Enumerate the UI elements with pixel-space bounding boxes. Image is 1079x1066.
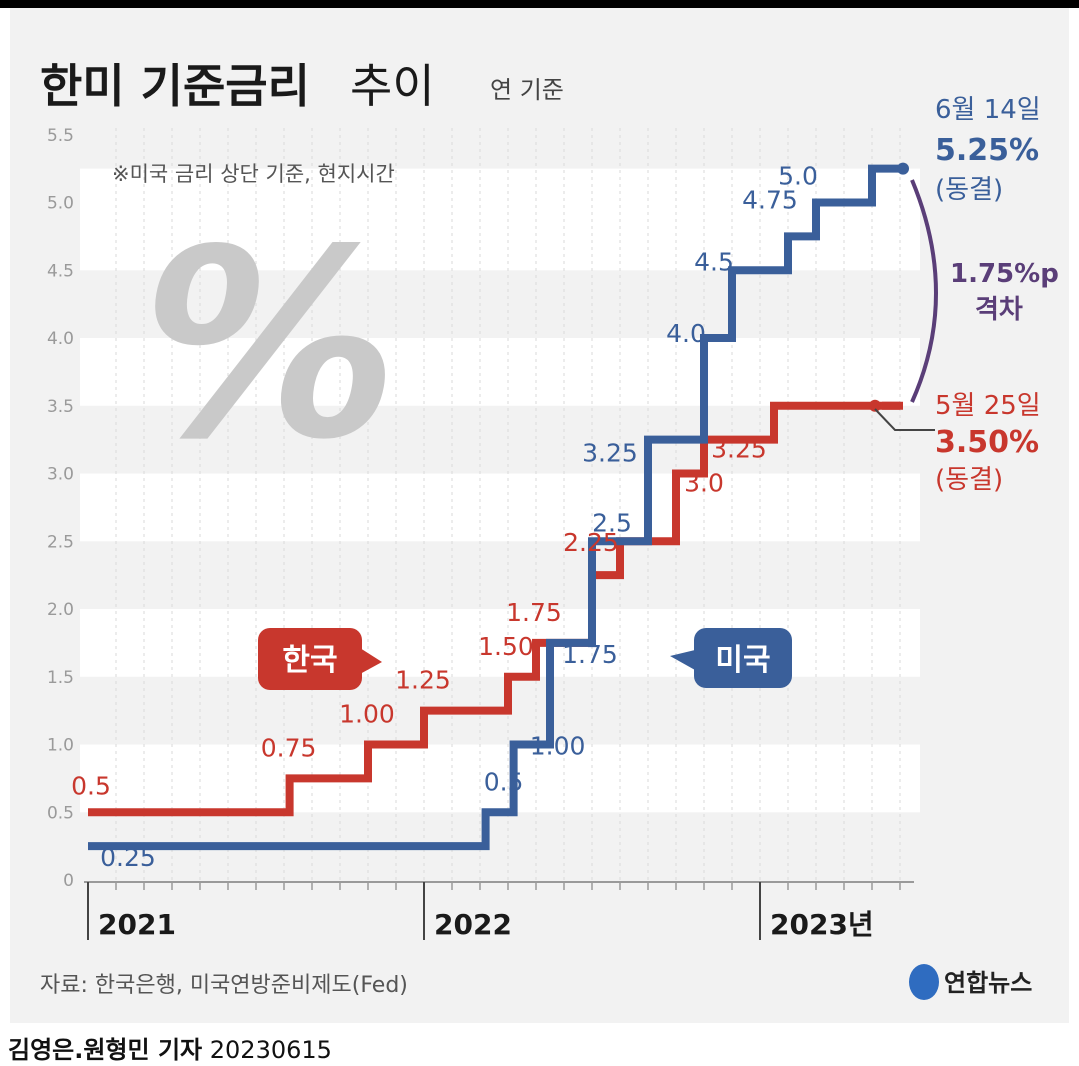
byline: 김영은.원형민 기자 20230615 <box>8 1030 332 1065</box>
data-label: 2.25 <box>563 528 619 557</box>
source-text: 자료: 한국은행, 미국연방준비제도(Fed) <box>40 973 408 998</box>
legend-korea-pointer <box>360 648 382 674</box>
gap-bracket <box>910 179 938 403</box>
year-label: 2023년 <box>770 908 874 941</box>
end-markers <box>869 162 909 412</box>
korea-data-labels: 0.50.751.001.251.501.752.253.03.25 <box>71 435 767 801</box>
korea-callout-value: 3.50% <box>935 425 1039 460</box>
y-tick-label: 3.0 <box>47 465 74 485</box>
byline-authors: 김영은.원형민 기자 <box>8 1036 203 1064</box>
note-text: ※미국 금리 상단 기준, 현지시간 <box>112 162 395 186</box>
logo-text: 연합뉴스 <box>944 969 1032 997</box>
legend-us-box <box>694 628 792 688</box>
data-label: 4.75 <box>742 185 798 214</box>
data-label: 1.75 <box>506 598 562 627</box>
y-tick-label: 2.5 <box>47 532 74 552</box>
data-label: 0.5 <box>71 771 111 800</box>
data-label: 1.50 <box>478 632 534 661</box>
logo-icon <box>909 964 939 1000</box>
data-label: 2.5 <box>592 508 632 537</box>
plot-band <box>80 202 920 271</box>
legend-korea-label: 한국 <box>282 643 337 678</box>
y-tick-label: 4.0 <box>47 329 74 349</box>
data-label: 0.5 <box>484 767 524 796</box>
byline-date: 20230615 <box>209 1036 332 1064</box>
y-tick-label: 1.0 <box>47 736 74 756</box>
plot-band <box>80 744 920 813</box>
percent-icon: % <box>112 194 426 497</box>
data-label: 1.00 <box>339 700 395 729</box>
y-axis: 0 0.5 1.0 1.5 2.0 2.5 3.0 3.5 4.0 4.5 5.0 5.5 <box>47 126 74 891</box>
unit-label: 연 기준 <box>490 76 564 104</box>
us-data-labels: 0.250.51.001.752.53.254.04.54.755.0 <box>100 162 818 873</box>
x-axis: 2021 2022 2023년 <box>84 881 914 941</box>
data-label: 3.25 <box>711 435 767 464</box>
title-bold: 한미 기준금리 <box>40 59 310 113</box>
data-label: 1.75 <box>562 640 618 669</box>
korea-callout-date: 5월 25일 <box>935 391 1041 421</box>
us-series-line <box>88 164 900 851</box>
korea-callout-status: (동결) <box>935 465 1003 495</box>
y-tick-label: 4.5 <box>47 261 74 281</box>
data-label: 5.0 <box>778 162 818 191</box>
data-label: 4.5 <box>694 247 734 276</box>
y-tick-label: 5.5 <box>47 126 74 146</box>
plot-bands <box>80 168 920 813</box>
korea-callout-leader <box>874 408 935 431</box>
plot-band <box>80 338 920 406</box>
y-tick-label: 2.0 <box>47 600 74 620</box>
gap-label: 격차 <box>975 295 1023 325</box>
publisher-logo: 연합뉴스 <box>909 964 1032 1000</box>
us-callout-date: 6월 14일 <box>935 95 1041 125</box>
plot-band <box>80 168 920 203</box>
data-label: 3.25 <box>582 439 638 468</box>
y-tick-label: 5.0 <box>47 194 74 214</box>
y-tick-label: 0.5 <box>47 803 74 823</box>
data-label: 4.0 <box>666 319 706 348</box>
data-label: 1.25 <box>395 666 451 695</box>
us-callout-value: 5.25% <box>935 133 1039 168</box>
title-light: 추이 <box>350 59 435 113</box>
data-label: 0.25 <box>100 843 156 872</box>
plot-band <box>80 473 920 542</box>
y-tick-label: 3.5 <box>47 397 74 417</box>
us-end-dot <box>897 162 909 175</box>
us-callout-status: (동결) <box>935 175 1003 205</box>
year-label: 2021 <box>98 908 176 941</box>
legend-us: 미국 <box>670 628 792 688</box>
data-label: 0.75 <box>261 733 317 762</box>
y-tick-label: 1.5 <box>47 668 74 688</box>
legend-korea: 한국 <box>258 628 382 690</box>
month-gridlines <box>115 127 901 890</box>
legend-us-pointer <box>670 650 695 670</box>
top-border <box>0 0 1079 8</box>
data-label: 1.00 <box>530 732 586 761</box>
korea-end-dot <box>869 399 881 412</box>
data-label: 3.0 <box>684 469 724 498</box>
year-label: 2022 <box>434 908 512 941</box>
gap-value: 1.75%p <box>950 259 1059 289</box>
y-tick-label: 0 <box>63 871 74 891</box>
legend-korea-box <box>258 628 362 690</box>
legend-us-label: 미국 <box>715 643 770 678</box>
